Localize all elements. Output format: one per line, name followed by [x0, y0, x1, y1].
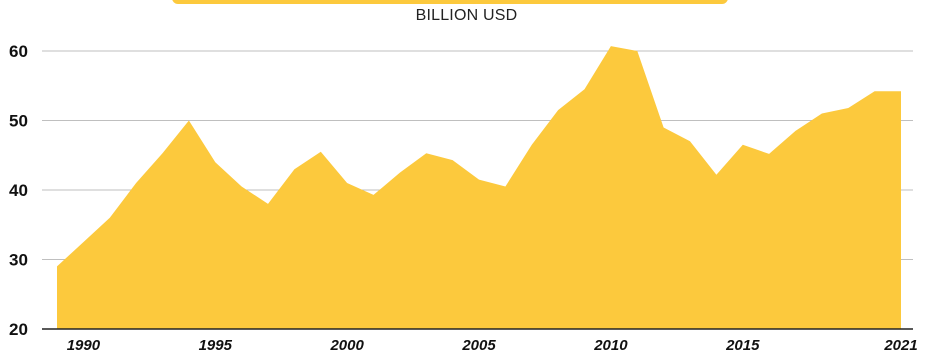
- y-tick-label-40: 40: [9, 181, 28, 200]
- x-tick-label-1990: 1990: [67, 337, 101, 352]
- x-tick-label-2010: 2010: [593, 337, 628, 352]
- x-axis-ticks: 1990 1995 2000 2005 2010 2015 2021: [67, 337, 918, 352]
- x-tick-label-1995: 1995: [199, 337, 233, 352]
- y-axis-ticks: 20 30 40 50 60: [9, 42, 28, 339]
- y-tick-label-30: 30: [9, 251, 28, 270]
- x-tick-label-2005: 2005: [461, 337, 496, 352]
- title-banner: [172, 0, 728, 4]
- y-tick-label-60: 60: [9, 42, 28, 61]
- series-area: [57, 46, 901, 329]
- y-tick-label-20: 20: [9, 320, 28, 339]
- x-tick-label-2000: 2000: [329, 337, 364, 352]
- y-tick-label-50: 50: [9, 112, 28, 131]
- x-tick-label-2015: 2015: [725, 337, 760, 352]
- x-tick-label-2021: 2021: [883, 337, 917, 352]
- unit-label: BILLION USD: [415, 7, 518, 24]
